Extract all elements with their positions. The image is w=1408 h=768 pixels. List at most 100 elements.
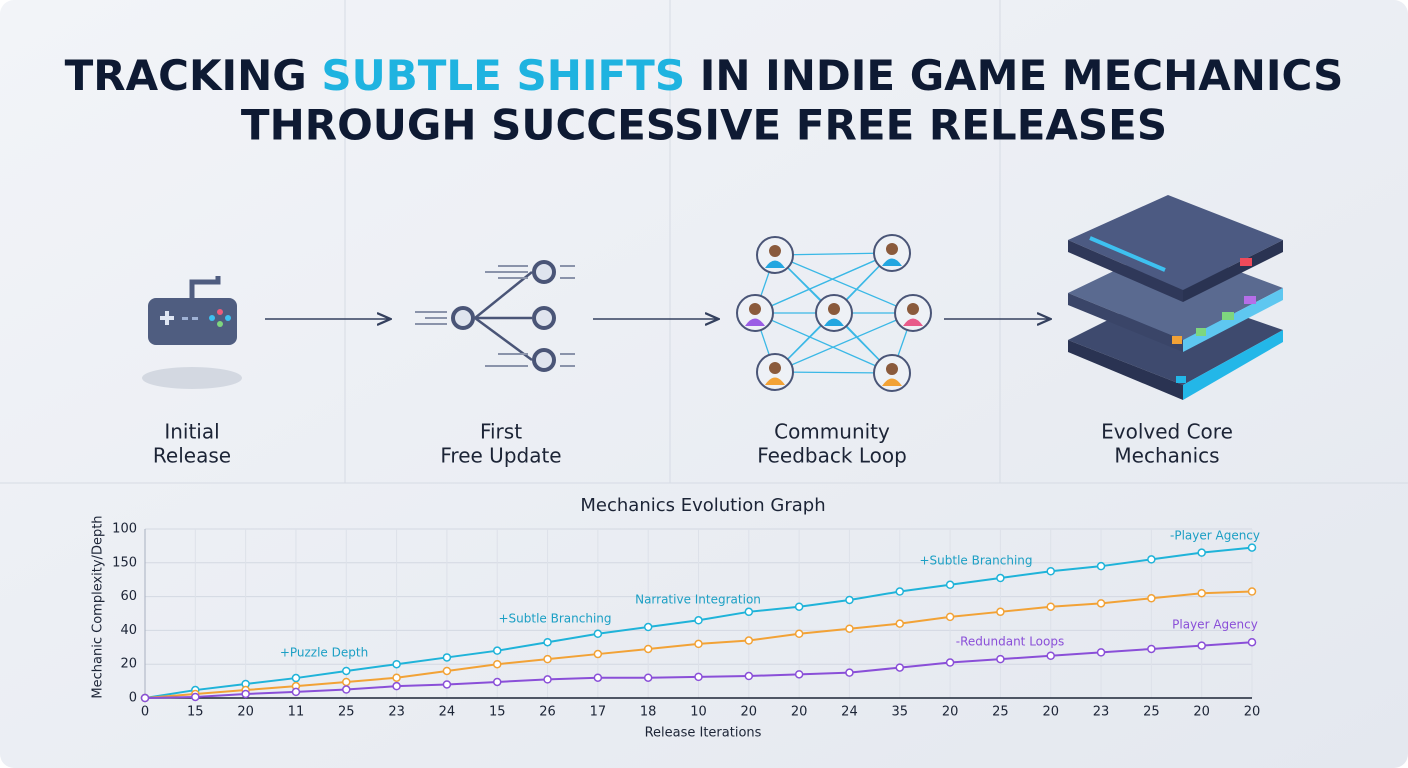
- data-point: [442, 680, 452, 689]
- person-head: [749, 303, 761, 315]
- chart-title: Mechanics Evolution Graph: [580, 495, 825, 516]
- branch-icon: [415, 260, 575, 372]
- data-point: [1247, 637, 1257, 647]
- layers-icon: [1068, 195, 1283, 400]
- data-point: [643, 622, 653, 632]
- data-point: [1096, 599, 1106, 608]
- stage-label: Evolved Core: [1101, 420, 1233, 444]
- network-link: [774, 371, 893, 374]
- x-tick-label: 20: [237, 705, 254, 720]
- data-point: [291, 673, 301, 683]
- person-body: [765, 260, 785, 268]
- x-tick-label: 15: [489, 705, 506, 720]
- y-tick-label: 40: [120, 623, 137, 638]
- title-part: TRACKING: [65, 51, 322, 100]
- person-head: [886, 363, 898, 375]
- person-head: [769, 245, 781, 257]
- network-link: [754, 252, 893, 314]
- stage-label: Community: [774, 420, 890, 444]
- data-point: [140, 693, 150, 703]
- data-point: [1046, 567, 1055, 576]
- data-point: [1046, 651, 1055, 660]
- title-highlight: SUBTLE SHIFTS: [321, 51, 685, 100]
- data-point: [392, 659, 401, 669]
- data-point: [996, 607, 1005, 617]
- data-point: [1046, 602, 1055, 611]
- x-tick-label: 0: [141, 705, 149, 720]
- stage-label: Initial: [164, 420, 219, 444]
- data-point: [794, 670, 804, 679]
- data-point: [945, 612, 955, 622]
- data-point: [895, 587, 905, 596]
- title-part: IN INDIE GAME MECHANICS: [685, 51, 1343, 100]
- data-point: [643, 644, 653, 654]
- x-tick-label: 20: [942, 705, 959, 720]
- person-head: [769, 362, 781, 374]
- stage-label: Mechanics: [1114, 444, 1219, 468]
- data-point: [1197, 588, 1206, 598]
- x-tick-label: 17: [590, 705, 607, 720]
- x-tick-label: 24: [439, 705, 456, 720]
- network-link: [774, 252, 893, 256]
- data-point: [794, 602, 804, 611]
- data-point: [996, 573, 1005, 583]
- y-tick-label: 150: [112, 555, 137, 570]
- annotation: Narrative Integration: [635, 593, 761, 607]
- annotation: +Subtle Branching: [498, 612, 611, 626]
- stage-label: First: [480, 420, 522, 444]
- data-point: [442, 653, 452, 662]
- data-point: [945, 658, 955, 667]
- data-point: [442, 666, 452, 676]
- y-tick-label: 20: [120, 657, 137, 672]
- title-line-2: THROUGH SUCCESSIVE FREE RELEASES: [241, 101, 1167, 150]
- stage-label: Feedback Loop: [757, 444, 907, 468]
- data-point: [291, 687, 301, 697]
- data-point: [593, 629, 603, 639]
- x-tick-label: 25: [992, 705, 1009, 720]
- x-tick-label: 20: [1244, 705, 1261, 720]
- x-tick-label: 15: [187, 705, 204, 720]
- network-link: [774, 254, 914, 314]
- data-point: [694, 616, 703, 625]
- person-body: [824, 318, 844, 326]
- stage-label: Free Update: [440, 444, 561, 468]
- data-point: [1096, 648, 1106, 657]
- data-point: [744, 636, 754, 645]
- annotation: -Redundant Loops: [956, 635, 1064, 649]
- y-tick-label: 60: [120, 589, 137, 604]
- x-tick-label: 10: [690, 705, 707, 720]
- data-point: [492, 646, 502, 655]
- network-link: [774, 312, 914, 373]
- person-body: [903, 318, 923, 326]
- data-point: [1147, 555, 1156, 564]
- network-icon: [736, 234, 932, 392]
- title-line-1: TRACKING SUBTLE SHIFTS IN INDIE GAME MEC…: [65, 51, 1344, 100]
- data-point: [845, 624, 854, 633]
- data-point: [845, 668, 854, 677]
- y-tick-label: 100: [112, 522, 137, 537]
- data-point: [643, 673, 653, 682]
- x-tick-label: 20: [1042, 705, 1059, 720]
- data-point: [593, 673, 603, 682]
- data-point: [543, 675, 552, 684]
- network-link: [754, 312, 893, 374]
- data-point: [694, 639, 703, 649]
- x-tick-label: 20: [791, 705, 808, 720]
- data-point: [1147, 594, 1156, 603]
- person-head: [828, 303, 840, 315]
- data-point: [996, 654, 1005, 664]
- data-point: [191, 692, 200, 702]
- x-tick-label: 18: [640, 705, 657, 720]
- person-body: [882, 258, 902, 266]
- data-point: [694, 672, 703, 682]
- x-tick-label: 11: [288, 705, 305, 720]
- gamepad-icon: [142, 276, 242, 389]
- data-point: [794, 629, 804, 639]
- data-point: [744, 671, 754, 681]
- person-body: [745, 318, 765, 326]
- x-tick-label: 23: [388, 705, 405, 720]
- data-point: [543, 654, 552, 664]
- x-tick-label: 20: [1193, 705, 1210, 720]
- x-tick-label: 23: [1093, 705, 1110, 720]
